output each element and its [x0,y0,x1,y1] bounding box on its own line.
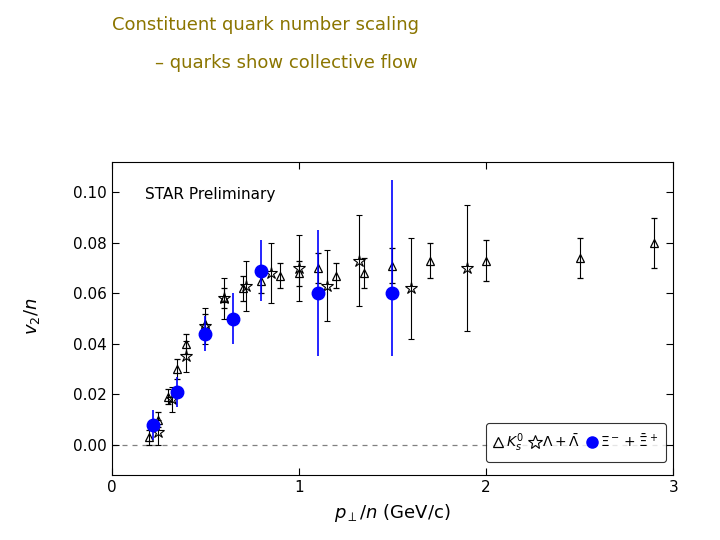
X-axis label: $p_\perp/n$ (GeV/c): $p_\perp/n$ (GeV/c) [334,502,451,524]
Text: $v_2/n$: $v_2/n$ [22,297,42,335]
Text: STAR Preliminary: STAR Preliminary [145,187,276,202]
Text: – quarks show collective flow: – quarks show collective flow [155,54,418,72]
Legend: $K_s^0$, $\Lambda+\bar{\Lambda}$, $\Xi^-+\bar{\Xi}^+$: $K_s^0$, $\Lambda+\bar{\Lambda}$, $\Xi^-… [486,423,666,462]
Text: Constituent quark number scaling: Constituent quark number scaling [112,16,418,34]
